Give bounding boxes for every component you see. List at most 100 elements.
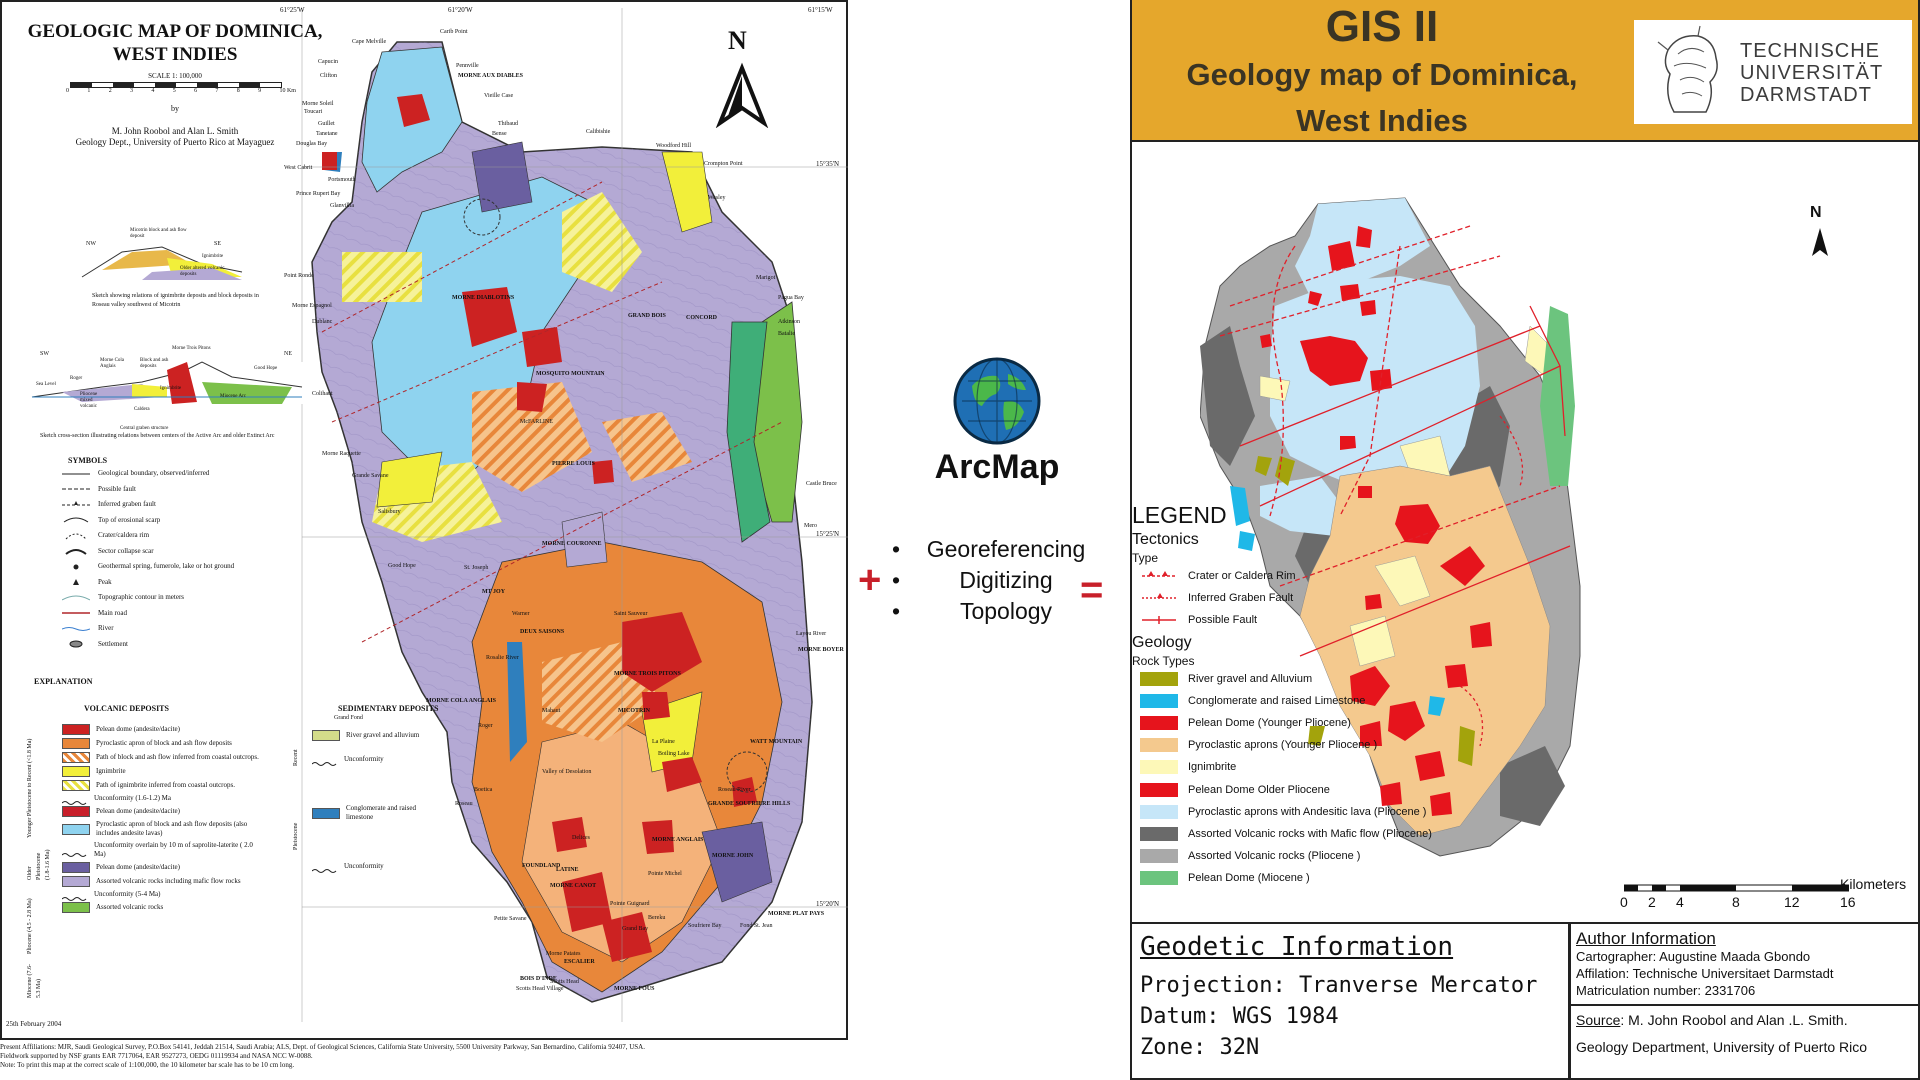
place-label: Guillet [318, 121, 335, 127]
unconformity-line-icon [61, 846, 88, 857]
unconformity-line-icon [311, 862, 338, 873]
place-label: Valley of Desolation [542, 769, 592, 775]
legend-row: Pyroclastic aprons (Younger Pliocene ) [1132, 734, 1472, 756]
place-label: Morne Soleil [302, 101, 334, 107]
place-label: Scotts Head [550, 979, 579, 985]
section2-label: NE [284, 351, 292, 357]
place-label: Layou River [796, 631, 827, 637]
coord-label: 61°20'W [448, 6, 473, 14]
author-info: Author Information Cartographer: Augusti… [1576, 930, 1918, 999]
workflow-step: • Georeferencing [892, 536, 1086, 562]
place-label: Roseau River [718, 787, 751, 793]
place-label: GRANDE SOUFRIERE HILLS [708, 801, 791, 807]
place-label: Pointe Guignard [610, 901, 650, 907]
symbol-row: Settlement [62, 637, 302, 653]
workflow-steps: • Georeferencing • Digitizing • Topology [890, 534, 1090, 627]
legend-row: Possible Fault [1132, 609, 1472, 631]
place-label: Boiling Lake [658, 751, 690, 757]
place-label: MT JOY [482, 589, 506, 595]
place-label: Wesley [708, 195, 726, 201]
place-label: Bereku [648, 915, 666, 921]
legend-row: Pelean dome (andesite/dacite) [62, 862, 262, 873]
panel-divider [1568, 922, 1571, 1078]
legend-swatch [62, 724, 90, 735]
section2-caption: Sketch cross-section illustrating relati… [40, 433, 275, 439]
legend-swatch [1140, 782, 1178, 797]
legend-row: Unconformity (1.6-1.2) Ma [61, 794, 262, 805]
legend-row: Conglomerate and raised Limestone [1132, 690, 1472, 712]
place-label: Boetica [474, 787, 493, 793]
place-label: Tanetane [316, 131, 338, 137]
legend-row: Pyroclastic apron of block and ash flow … [62, 820, 262, 838]
legend-swatch [62, 823, 90, 835]
scale-tick: 9 [258, 88, 262, 94]
legend-row: Assorted volcanic rocks including mafic … [62, 876, 262, 887]
geodetic-title: Geodetic Information [1140, 932, 1454, 962]
symbol-row: Geological boundary, observed/inferred [62, 466, 302, 482]
source-scale-ticks: 0 1 2 3 4 5 6 7 8 9 10 Km [66, 88, 296, 94]
equals-sign: = [1080, 568, 1104, 612]
section1-label: Micotrin block and ash flow deposit [130, 228, 187, 239]
unconformity-line-icon [61, 794, 88, 805]
legend-swatch [62, 862, 90, 873]
legend-row: Assorted Volcanic rocks with Mafic flow … [1132, 823, 1472, 845]
legend-swatch [62, 752, 90, 763]
place-label: Atkinson [778, 319, 801, 325]
explanation-heading: EXPLANATION [34, 677, 93, 686]
scale-tick: 10 Km [279, 88, 296, 94]
right-north-label: N [1810, 204, 1822, 221]
place-label: Delices [572, 835, 590, 841]
place-label: Grand Bay [622, 926, 649, 932]
symbol-row: Peak [62, 575, 302, 591]
place-label: Petite Savane [494, 916, 527, 922]
geothermal-icon [62, 562, 90, 572]
legend-swatch [1140, 671, 1178, 686]
place-label: Morne Patates [546, 951, 581, 957]
age-label: Pliocene (4.5 - 2.8 Ma) [27, 898, 33, 954]
place-label: Pointe Michel [648, 871, 682, 877]
source-affiliation: Geology Dept., University of Puerto Rico… [75, 137, 275, 147]
section1-caption: Sketch showing relations of ignimbrite d… [92, 293, 259, 308]
symbol-row: Main road [62, 606, 302, 622]
place-label: Good Hope [388, 563, 416, 569]
legend-row: Pelean Dome (Miocene ) [1132, 867, 1472, 889]
place-label: Woodford Hill [656, 143, 692, 149]
legend-row: Pyroclastic aprons with Andesitic lava (… [1132, 801, 1472, 823]
scale-tick: 1 [87, 88, 91, 94]
legend-row: Conglomerate and raised limestone [312, 804, 442, 822]
subtitle-line: Geology map of Dominica, [1186, 57, 1578, 92]
place-label: Colihaut [312, 391, 333, 397]
age-label: Younger Pleistocene to Recent (<1.8 Ma) [27, 738, 33, 838]
place-label: Warner [512, 611, 530, 617]
symbol-row: Possible fault [62, 482, 302, 498]
legend-swatch [62, 876, 90, 887]
coord-label: 61°25'W [280, 6, 305, 14]
map-legend: LEGEND Tectonics Type Crater or Caldera … [1132, 502, 1472, 889]
volcanic-heading: VOLCANIC DEPOSITS [84, 704, 169, 713]
scale-bar [1624, 884, 1849, 892]
legend-swatch [1140, 738, 1178, 753]
panel-divider [1132, 922, 1918, 924]
crater-rim-icon [1142, 571, 1176, 577]
collapse-scar-icon [62, 546, 90, 556]
symbol-row: Crater/caldera rim [62, 528, 302, 544]
place-label: MORNE JOHN [712, 853, 754, 859]
footer-line: Present Affiliations: MJR, Saudi Geologi… [0, 1043, 645, 1051]
legend-row: Unconformity (5-4 Ma) [61, 890, 262, 901]
place-label: McFARLINE [520, 419, 553, 425]
legend-row: Unconformity overlain by 10 m of saproli… [61, 841, 262, 859]
section2-label: Roger [70, 376, 83, 381]
place-label: LATINE [556, 867, 579, 873]
possible-fault-icon [1142, 616, 1176, 625]
place-label: Vieille Case [484, 93, 514, 99]
section2-label: Morne Trois Pitons [172, 346, 211, 351]
source-info: Source: M. John Roobol and Alan .L. Smit… [1576, 1010, 1918, 1060]
legend-row: Pelean Dome (Younger Pliocene) [1132, 712, 1472, 734]
legend-swatch [1140, 760, 1178, 775]
legend-swatch [1140, 716, 1178, 731]
coord-label: 61°15'W [808, 6, 833, 14]
datum: Datum: WGS 1984 [1140, 1004, 1339, 1029]
place-label: Capucin [318, 59, 338, 65]
scale-tick: 8 [236, 88, 240, 94]
age-label: Miocene (7.6-5.3 Ma) [27, 964, 42, 998]
